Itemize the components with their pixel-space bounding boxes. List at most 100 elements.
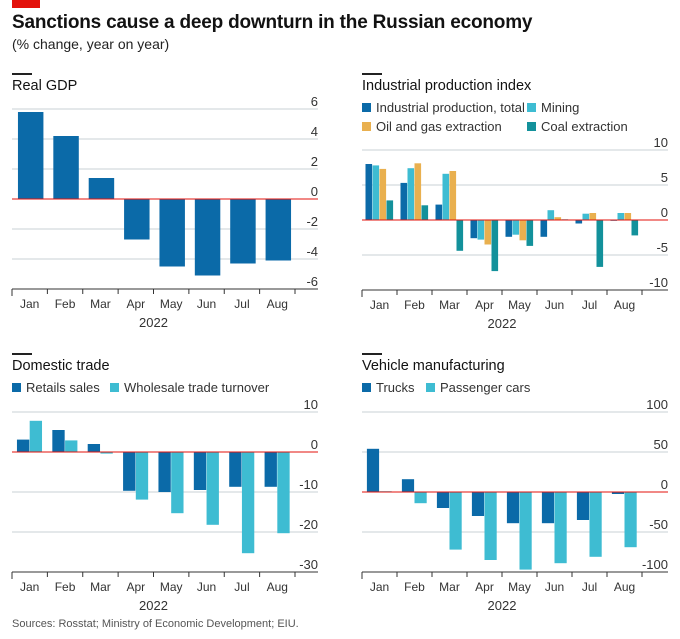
bar-trade-wholesale-trade-turnover-jan <box>29 420 43 452</box>
x-tick-label: Mar <box>439 298 460 312</box>
panel-rule <box>12 73 32 75</box>
bar-gdp-real-gdp-jul <box>230 199 256 264</box>
legend-label: Passenger cars <box>440 380 531 395</box>
bar-industrial-mining-may <box>512 220 520 235</box>
bar-industrial-coal-extraction-aug <box>631 220 639 236</box>
bar-industrial-mining-jul <box>582 213 590 220</box>
bar-industrial-mining-feb <box>407 168 415 220</box>
bar-gdp-real-gdp-feb <box>53 136 79 199</box>
x-tick-label: Apr <box>475 298 494 312</box>
bar-trade-retails-sales-feb <box>52 430 65 452</box>
x-tick-label: Aug <box>614 298 635 312</box>
bar-trade-retails-sales-jun <box>193 452 207 490</box>
panel-rule <box>362 73 382 75</box>
bar-trade-wholesale-trade-turnover-mar <box>100 452 113 454</box>
source-note: Sources: Rosstat; Ministry of Economic D… <box>12 618 299 630</box>
bar-industrial-mining-jun <box>547 210 555 220</box>
x-tick-label: Aug <box>267 580 288 594</box>
bar-trade-retails-sales-jan <box>16 439 30 452</box>
legend-label: Industrial production, total <box>376 100 525 115</box>
bar-industrial-coal-extraction-may <box>526 220 534 246</box>
bar-vehicles-passenger-cars-mar <box>449 492 462 550</box>
panel-title: Vehicle manufacturing <box>362 358 505 374</box>
legend-label: Trucks <box>376 380 415 395</box>
bar-industrial-mining-mar <box>442 173 450 220</box>
panel-title: Real GDP <box>12 78 78 94</box>
y-tick-label: 0 <box>311 184 318 199</box>
bar-trade-retails-sales-mar <box>87 444 101 452</box>
y-tick-label: -2 <box>306 214 318 229</box>
bar-trade-wholesale-trade-turnover-jun <box>206 452 219 525</box>
y-tick-label: -5 <box>656 240 668 255</box>
bar-industrial-coal-extraction-apr <box>491 220 499 272</box>
bar-industrial-oil-and-gas-extraction-may <box>519 220 527 241</box>
legend-item: Mining <box>527 100 579 115</box>
x-axis-label: 2022 <box>139 315 168 330</box>
x-tick-label: Jun <box>545 580 564 594</box>
x-tick-label: Jan <box>370 298 389 312</box>
y-tick-label: -20 <box>299 517 318 532</box>
bar-industrial-mining-aug <box>617 213 625 220</box>
y-tick-label: 5 <box>661 170 668 185</box>
legend-label: Coal extraction <box>541 119 628 134</box>
x-tick-label: Apr <box>475 580 494 594</box>
bar-industrial-coal-extraction-mar <box>456 220 464 251</box>
x-axis-label: 2022 <box>139 598 168 613</box>
bar-gdp-real-gdp-jan <box>17 112 44 199</box>
y-tick-label: 100 <box>646 397 668 412</box>
bar-trade-retails-sales-apr <box>123 452 136 491</box>
y-tick-label: 0 <box>311 437 318 452</box>
x-tick-label: May <box>160 580 183 594</box>
x-tick-label: Jul <box>582 580 597 594</box>
bar-industrial-oil-and-gas-extraction-jul <box>589 213 597 220</box>
bar-industrial-mining-jan <box>372 165 380 220</box>
bar-vehicles-trucks-jul <box>576 492 590 520</box>
panel-domestic-trade: Domestic trade Retails sales Wholesale t… <box>12 353 330 613</box>
x-tick-label: May <box>508 580 531 594</box>
bar-industrial-coal-extraction-jan <box>386 200 394 220</box>
legend-item: Industrial production, total <box>362 100 525 115</box>
legend-swatch <box>426 383 435 392</box>
bar-vehicles-trucks-feb <box>401 479 415 492</box>
x-axis-label: 2022 <box>488 598 517 613</box>
legend-item: Passenger cars <box>426 380 530 395</box>
y-tick-label: 50 <box>654 437 668 452</box>
bar-trade-retails-sales-jul <box>229 452 242 487</box>
bar-vehicles-trucks-apr <box>471 492 485 516</box>
y-tick-label: -6 <box>306 274 318 289</box>
panel-vehicle-manufacturing: Vehicle manufacturing Trucks Passenger c… <box>362 353 680 613</box>
legend-swatch <box>12 383 21 392</box>
bar-vehicles-passenger-cars-jun <box>554 492 567 564</box>
x-tick-label: Apr <box>126 297 145 311</box>
y-tick-label: 6 <box>311 94 318 109</box>
x-tick-label: Jan <box>20 580 39 594</box>
bar-industrial-industrial-production-total-mar <box>435 204 443 220</box>
legend-label: Retails sales <box>26 380 100 395</box>
bar-industrial-oil-and-gas-extraction-jan <box>379 168 387 220</box>
bar-trade-retails-sales-aug <box>264 452 277 487</box>
panel-title: Industrial production index <box>362 78 532 94</box>
x-tick-label: Jan <box>370 580 389 594</box>
bar-trade-wholesale-trade-turnover-apr <box>135 452 149 500</box>
panel-industrial-production: Industrial production index Industrial p… <box>362 73 680 333</box>
legend-label: Oil and gas extraction <box>376 119 502 134</box>
brand-red-tag <box>12 0 40 8</box>
bar-industrial-industrial-production-total-jan <box>365 164 373 220</box>
legend-swatch <box>362 383 371 392</box>
bar-vehicles-trucks-jun <box>541 492 555 524</box>
x-tick-label: Jun <box>545 298 564 312</box>
legend-swatch <box>362 103 371 112</box>
x-tick-label: Feb <box>404 580 425 594</box>
x-tick-label: Apr <box>126 580 145 594</box>
x-tick-label: Jan <box>20 297 39 311</box>
legend-swatch <box>527 122 536 131</box>
legend-item: Retails sales <box>12 380 100 395</box>
bar-gdp-real-gdp-jun <box>194 199 221 276</box>
y-tick-label: -4 <box>306 244 318 259</box>
x-tick-label: Jul <box>234 580 249 594</box>
bar-industrial-industrial-production-total-apr <box>470 220 478 239</box>
x-tick-label: May <box>508 298 531 312</box>
bar-industrial-oil-and-gas-extraction-mar <box>449 171 457 220</box>
bar-industrial-oil-and-gas-extraction-apr <box>484 220 492 245</box>
